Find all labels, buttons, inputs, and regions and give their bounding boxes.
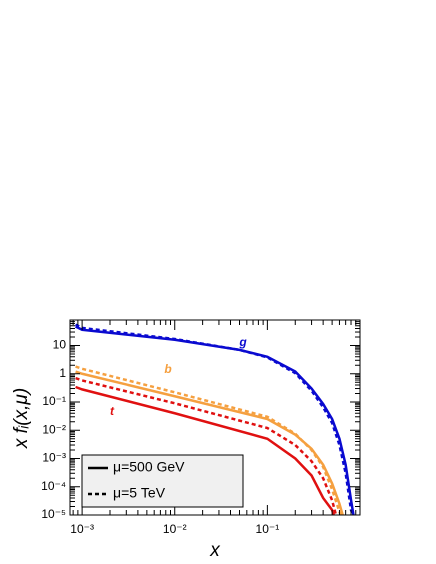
- line: [75, 323, 355, 515]
- line: [75, 376, 338, 515]
- legend-box: [81, 454, 244, 508]
- x-tick-label: 10⁻³: [70, 522, 94, 536]
- y-tick-label: 10⁻²: [42, 422, 66, 436]
- y-axis-label: x fᵢ(x,μ): [11, 388, 32, 449]
- plot-area: [75, 323, 355, 515]
- line: [75, 385, 335, 515]
- annotation: t: [110, 404, 115, 418]
- x-tick-label: 10⁻²: [163, 522, 187, 536]
- legend-label: μ=500 GeV: [113, 459, 185, 475]
- y-tick-label: 10⁻¹: [42, 394, 66, 408]
- y-tick-label: 10⁻⁴: [41, 479, 66, 493]
- legend-label: μ=5 TeV: [113, 485, 166, 501]
- x-axis-label: x: [209, 540, 221, 561]
- line: [75, 370, 344, 515]
- y-tick-label: 1: [59, 366, 66, 380]
- x-tick-label: 10⁻¹: [256, 522, 280, 536]
- annotation: g: [238, 335, 247, 349]
- y-tick-label: 10⁻⁵: [41, 507, 66, 521]
- plot-frame: [69, 319, 361, 516]
- y-tick-label: 10⁻³: [42, 451, 66, 465]
- annotation: b: [164, 362, 171, 376]
- y-tick-label: 10: [53, 338, 67, 352]
- line: [75, 365, 342, 515]
